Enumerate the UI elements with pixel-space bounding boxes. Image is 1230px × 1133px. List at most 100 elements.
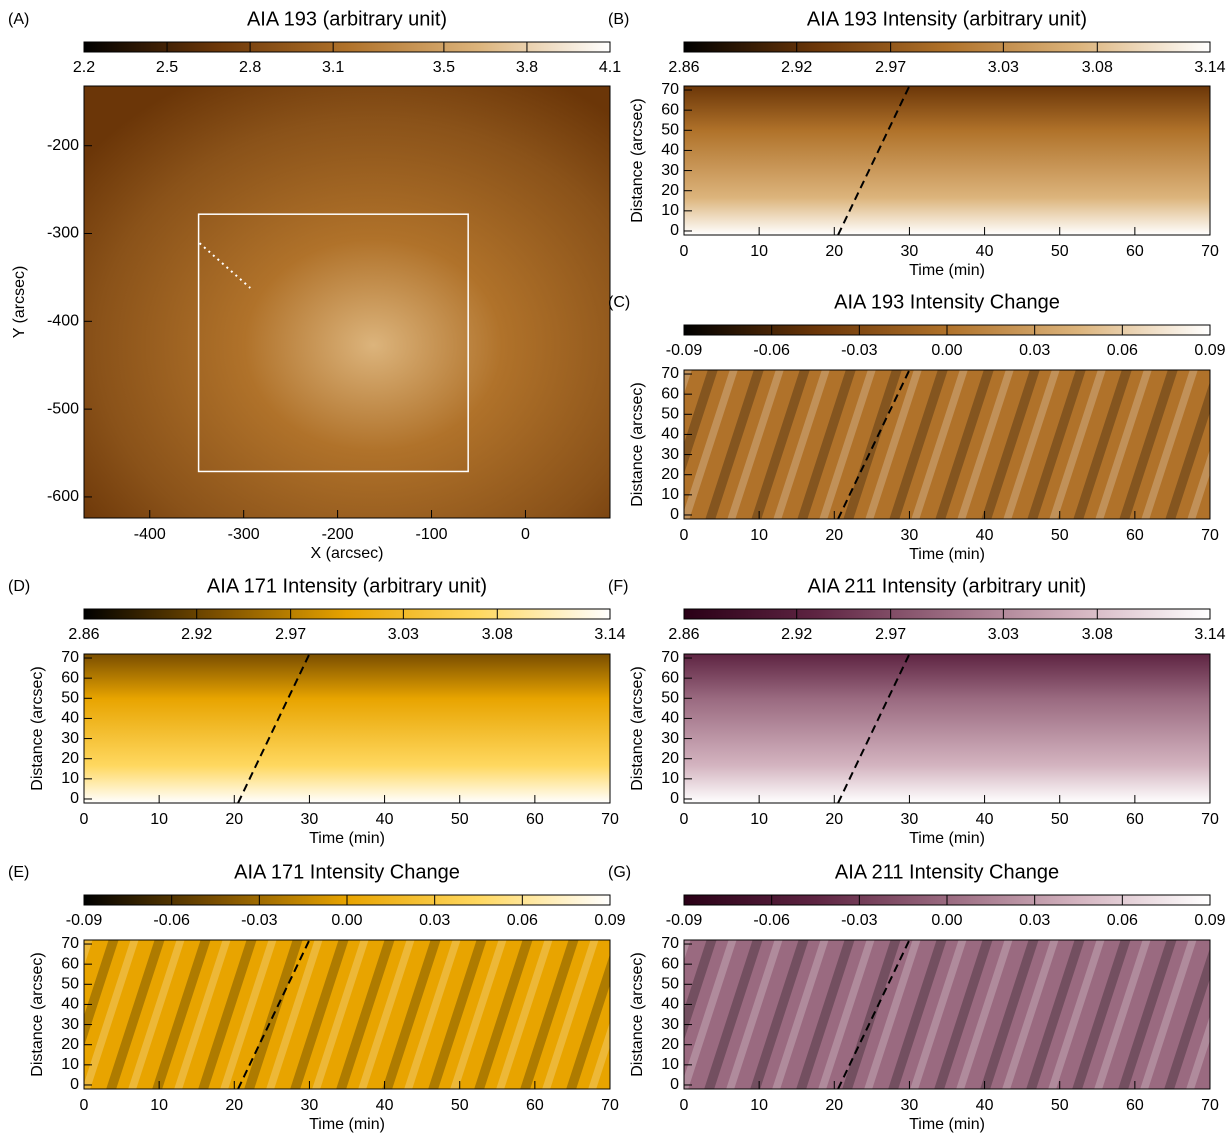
x-tick-label: 30 <box>301 811 319 828</box>
panel-label: (A) <box>8 11 29 28</box>
plot-frame <box>683 369 1211 520</box>
x-tick-label: -400 <box>134 526 166 543</box>
chart-title: AIA 193 Intensity Change <box>834 291 1060 313</box>
colorbar-tick-label: 2.86 <box>68 626 99 643</box>
plot-frame <box>83 653 611 804</box>
y-tick-label: 70 <box>661 935 679 952</box>
x-tick-label: 40 <box>376 811 394 828</box>
colorbar-tick-label: 2.92 <box>781 59 812 76</box>
colorbar-tick-label: -0.06 <box>753 912 790 929</box>
region-box <box>197 213 469 473</box>
chart-title: AIA 171 Intensity Change <box>234 861 460 883</box>
colorbar <box>83 608 611 620</box>
colorbar-tick-label: 0.09 <box>1194 912 1225 929</box>
colorbar-tick-label: 2.5 <box>156 59 178 76</box>
y-tick-label: 60 <box>661 955 679 972</box>
y-axis-label: Distance (arcsec) <box>629 666 646 790</box>
plot-frame <box>683 939 1211 1090</box>
chart-title: AIA 171 Intensity (arbitrary unit) <box>207 575 487 597</box>
x-tick-label: 20 <box>225 1097 243 1114</box>
x-tick-label: 70 <box>1201 243 1219 260</box>
x-tick-label: 0 <box>680 527 689 544</box>
y-tick-label: 60 <box>61 955 79 972</box>
x-tick-label: 40 <box>976 811 994 828</box>
colorbar-tick-label: 2.97 <box>875 626 906 643</box>
y-tick-label: 10 <box>661 202 679 219</box>
y-tick-label: 20 <box>661 750 679 767</box>
x-axis-label: Time (min) <box>909 1116 985 1133</box>
x-tick-label: 70 <box>601 811 619 828</box>
y-tick-label: 10 <box>661 770 679 787</box>
y-tick-label: 30 <box>661 162 679 179</box>
x-tick-label: 60 <box>1126 811 1144 828</box>
x-axis-label: Time (min) <box>309 1116 385 1133</box>
colorbar-tick-label: 2.97 <box>275 626 306 643</box>
colorbar-tick-label: 3.03 <box>988 59 1019 76</box>
colorbar-tick-label: 2.8 <box>239 59 261 76</box>
x-axis-label: Time (min) <box>909 262 985 279</box>
annotation-line <box>837 85 911 236</box>
image <box>84 86 610 518</box>
y-tick-label: 70 <box>61 935 79 952</box>
y-tick-label: 0 <box>70 790 79 807</box>
y-tick-label: 60 <box>61 669 79 686</box>
panel-label: (D) <box>8 578 30 595</box>
x-axis-label: Time (min) <box>309 830 385 847</box>
y-tick-label: 70 <box>661 649 679 666</box>
x-tick-label: 0 <box>80 1097 89 1114</box>
image <box>84 654 610 803</box>
y-tick-label: 10 <box>661 1056 679 1073</box>
colorbar-tick-label: 3.1 <box>322 59 344 76</box>
colorbar-tick-label: 3.03 <box>388 626 419 643</box>
x-tick-label: 50 <box>1051 811 1069 828</box>
colorbar-tick-label: 0.03 <box>1019 912 1050 929</box>
y-tick-label: 50 <box>661 122 679 139</box>
x-tick-label: 50 <box>451 1097 469 1114</box>
colorbar-tick-label: -0.09 <box>666 342 703 359</box>
x-tick-label: 70 <box>1201 811 1219 828</box>
x-tick-label: 60 <box>1126 1097 1144 1114</box>
colorbar-tick-label: 2.92 <box>781 626 812 643</box>
y-tick-label: 30 <box>661 1016 679 1033</box>
y-tick-label: -300 <box>47 225 79 242</box>
x-tick-label: 50 <box>451 811 469 828</box>
image-texture <box>684 370 1210 519</box>
annotation-line <box>237 653 311 804</box>
x-tick-label: 50 <box>1051 243 1069 260</box>
annotation-line <box>837 369 911 520</box>
y-tick-label: 0 <box>670 1076 679 1093</box>
x-tick-label: 20 <box>825 243 843 260</box>
x-tick-label: -300 <box>228 526 260 543</box>
colorbar-tick-label: 0.06 <box>507 912 538 929</box>
panel-label: (C) <box>608 294 630 311</box>
chart-title: AIA 211 Intensity (arbitrary unit) <box>808 575 1087 597</box>
x-tick-label: 70 <box>601 1097 619 1114</box>
colorbar-tick-label: 0.00 <box>931 342 962 359</box>
x-tick-label: 60 <box>526 1097 544 1114</box>
colorbar-tick-label: 3.08 <box>482 626 513 643</box>
y-tick-label: 40 <box>661 142 679 159</box>
y-tick-label: 50 <box>661 976 679 993</box>
x-tick-label: 60 <box>1126 243 1144 260</box>
colorbar-tick-label: 0.00 <box>331 912 362 929</box>
y-tick-label: 40 <box>661 426 679 443</box>
y-tick-label: 20 <box>61 750 79 767</box>
plot-frame <box>83 85 611 519</box>
y-tick-label: 40 <box>661 710 679 727</box>
y-tick-label: 30 <box>61 1016 79 1033</box>
x-tick-label: 60 <box>526 811 544 828</box>
x-tick-label: 10 <box>150 811 168 828</box>
y-tick-label: 20 <box>661 182 679 199</box>
y-axis-label: Distance (arcsec) <box>629 952 646 1076</box>
x-tick-label: 30 <box>901 243 919 260</box>
colorbar-tick-label: 2.2 <box>73 59 95 76</box>
y-tick-label: 50 <box>661 406 679 423</box>
y-tick-label: 40 <box>661 996 679 1013</box>
x-tick-label: 20 <box>825 527 843 544</box>
colorbar-tick-label: 3.8 <box>516 59 538 76</box>
colorbar-tick-label: 0.09 <box>594 912 625 929</box>
x-tick-label: 40 <box>976 527 994 544</box>
y-tick-label: 30 <box>61 730 79 747</box>
x-tick-label: 0 <box>80 811 89 828</box>
